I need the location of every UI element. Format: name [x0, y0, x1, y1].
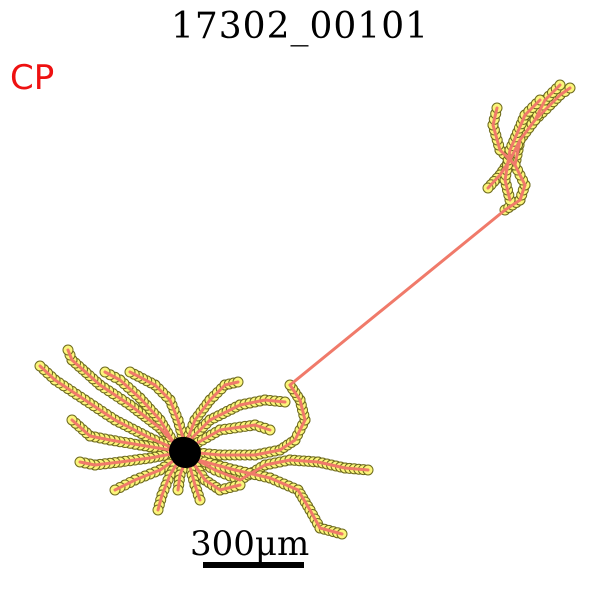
neurite-segment	[288, 458, 320, 464]
neurite-segment	[238, 398, 267, 407]
neurite-segment	[156, 493, 164, 512]
neurite-segment	[133, 468, 162, 482]
neurite-segment	[263, 458, 292, 467]
neurite-segment	[88, 434, 112, 442]
neurite-segment	[548, 93, 562, 107]
neurite-segment	[518, 183, 527, 202]
neurite-segment	[233, 468, 272, 480]
neurite-segment	[128, 403, 162, 430]
neurite-segment	[343, 466, 370, 472]
neurite-segment	[93, 460, 122, 467]
neurite-segment	[66, 348, 74, 362]
neurite-segment	[523, 98, 542, 117]
neurite-segment	[278, 438, 297, 452]
neurite-segment	[263, 398, 287, 404]
soma-body	[169, 436, 201, 468]
neurite-segment	[203, 478, 222, 492]
neurite-segment	[83, 398, 117, 422]
neurite-segment	[160, 473, 172, 497]
neurite-segment	[138, 396, 162, 422]
neurite-segment	[288, 383, 302, 402]
neurite-segment	[491, 106, 499, 127]
neurite-segment	[113, 478, 137, 492]
neurite-segment	[153, 383, 172, 402]
neurite-segment	[213, 468, 242, 482]
neurite-segment	[176, 473, 182, 492]
neurite-segment	[70, 358, 102, 387]
neurite-segment	[486, 173, 502, 190]
neurite-segment	[543, 83, 562, 102]
neurite-segment	[193, 398, 212, 422]
neurite-segment	[491, 123, 502, 152]
neurite-segment	[503, 178, 512, 202]
neurite-segment	[118, 456, 152, 464]
neurite-segment	[158, 418, 177, 447]
neurite-segment	[223, 380, 240, 387]
neurite-segment	[218, 483, 242, 492]
figure-title: 17302_00101	[170, 6, 430, 47]
neurite-segment	[508, 113, 527, 152]
neurite-segment	[108, 438, 142, 447]
neurite-segment	[288, 208, 507, 387]
neurite-segment	[128, 370, 157, 387]
neurite-segment	[298, 398, 307, 422]
neurite-segment	[316, 460, 347, 470]
neurite-segment	[293, 418, 307, 442]
neurite-segment	[103, 370, 122, 382]
neurite-segment	[113, 418, 152, 440]
neurite-segment	[208, 383, 227, 402]
neurite-segment	[118, 378, 142, 400]
neurite-segment	[513, 163, 527, 187]
neurite-segment	[308, 508, 322, 530]
neurite-segment	[558, 86, 572, 97]
neurite-segment	[508, 138, 522, 162]
neurite-segment	[98, 383, 132, 407]
neurite-segment	[168, 398, 180, 422]
neurite-segment	[268, 476, 300, 492]
neurite-segment	[53, 378, 87, 402]
neurite-segment	[296, 488, 312, 512]
soma	[169, 436, 201, 468]
neurite-segment	[38, 364, 57, 382]
node-markers	[34, 79, 576, 540]
neurite-segment	[253, 448, 282, 457]
neurite-segments	[38, 83, 572, 536]
neurite-segment	[503, 148, 512, 182]
neurite-segment	[518, 118, 537, 142]
neurite-segment	[218, 423, 257, 432]
neurite-segment	[503, 198, 522, 212]
region-label: CP	[10, 58, 55, 98]
scale-bar	[203, 562, 304, 568]
neurite-segment	[78, 460, 97, 467]
neurite-segment	[318, 526, 344, 536]
neurite-segment	[193, 483, 202, 502]
neurite-segment	[253, 423, 272, 432]
neurite-segment	[533, 98, 547, 122]
neurite-segment	[208, 403, 242, 422]
neurite-segment	[70, 418, 92, 438]
scale-bar-label: 300μm	[190, 524, 310, 564]
